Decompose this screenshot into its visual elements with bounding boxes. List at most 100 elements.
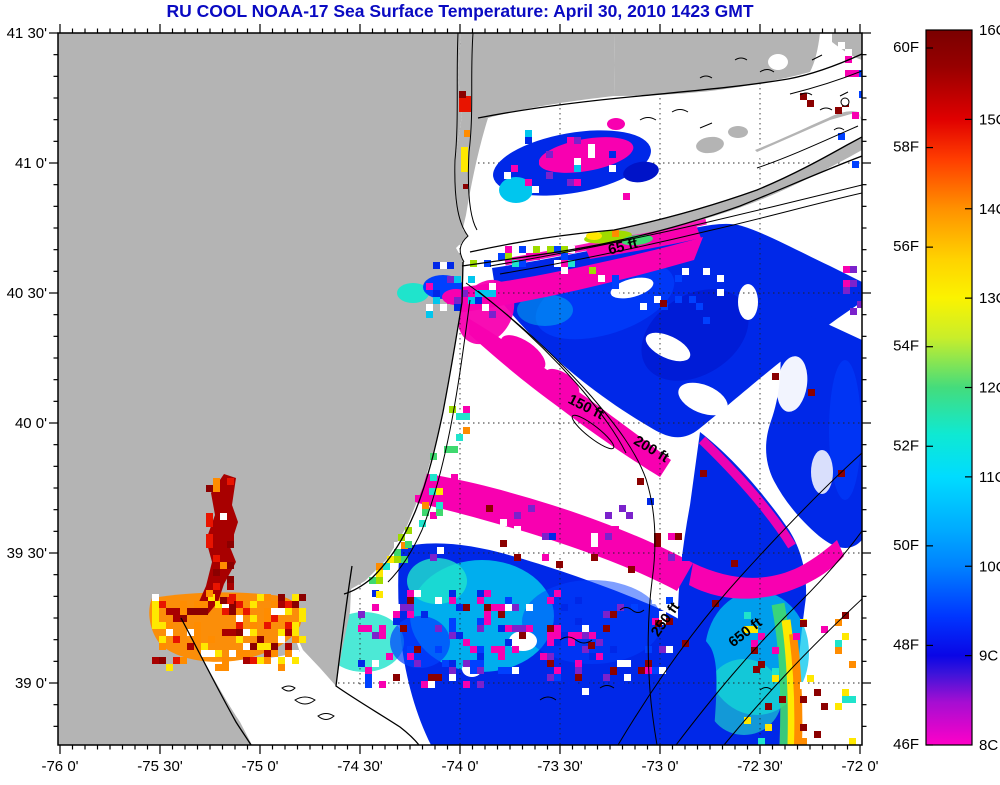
sst-pixel bbox=[236, 615, 243, 622]
sst-pixel bbox=[229, 608, 236, 615]
sst-pixel bbox=[859, 91, 862, 98]
sst-pixel bbox=[526, 625, 533, 632]
sst-pixel bbox=[758, 633, 765, 640]
sst-pixel bbox=[654, 296, 661, 303]
sst-pixel bbox=[654, 547, 661, 554]
sst-pixel bbox=[187, 608, 194, 615]
sst-pixel bbox=[435, 625, 442, 632]
sst-pixel bbox=[407, 611, 414, 618]
sst-pixel bbox=[588, 642, 595, 649]
coastline-capemay bbox=[335, 565, 420, 745]
sst-pixel bbox=[498, 625, 505, 632]
sst-pixel bbox=[236, 622, 243, 629]
sst-pixel bbox=[554, 590, 561, 597]
x-axis-tick-label: -74 0' bbox=[441, 758, 478, 775]
sst-pixel bbox=[575, 632, 582, 639]
sst-pixel bbox=[292, 594, 299, 601]
sst-pixel bbox=[454, 297, 461, 304]
sst-pixel bbox=[512, 625, 519, 632]
sst-pixel bbox=[435, 597, 442, 604]
sst-pixel bbox=[206, 513, 213, 520]
sst-pixel bbox=[505, 253, 512, 260]
sst-pixel bbox=[525, 179, 532, 186]
sst-pixel bbox=[449, 667, 456, 674]
sst-pixel bbox=[482, 290, 489, 297]
sst-pixel bbox=[596, 639, 603, 646]
sst-pixel bbox=[365, 681, 372, 688]
sst-pixel bbox=[376, 591, 383, 598]
sst-pixel bbox=[574, 137, 581, 144]
sst-pixel bbox=[850, 266, 857, 273]
sst-pixel bbox=[229, 650, 236, 657]
sst-pixel bbox=[194, 629, 201, 636]
sst-pixel bbox=[842, 612, 849, 619]
sst-pixel bbox=[835, 107, 842, 114]
sst-pixel bbox=[838, 470, 845, 477]
y-axis-tick-label: 40 0' bbox=[15, 415, 47, 432]
sst-pixel bbox=[430, 547, 437, 554]
sst-pixel bbox=[250, 657, 257, 664]
sst-pixel bbox=[758, 661, 765, 668]
coastline-nj bbox=[343, 261, 464, 595]
sst-pixel bbox=[561, 604, 568, 611]
sst-pixel bbox=[456, 604, 463, 611]
sst-pixel bbox=[547, 653, 554, 660]
contour-squiggle bbox=[559, 636, 593, 644]
sst-pixel bbox=[376, 563, 383, 570]
sst-pixel bbox=[582, 632, 589, 639]
sst-pixel bbox=[546, 172, 553, 179]
sst-pixel bbox=[243, 650, 250, 657]
sst-pixel bbox=[652, 667, 659, 674]
sst-pixel bbox=[505, 246, 512, 253]
sst-pixel bbox=[486, 505, 493, 512]
sst-pixel bbox=[654, 540, 661, 547]
sst-pixel bbox=[372, 604, 379, 611]
sst-pixel bbox=[379, 681, 386, 688]
sst-pixel bbox=[533, 246, 540, 253]
sst-pixel bbox=[285, 608, 292, 615]
sst-pixel bbox=[514, 526, 521, 533]
sst-pixel bbox=[449, 597, 456, 604]
sst-pixel bbox=[859, 70, 862, 77]
sst-pixel bbox=[430, 474, 437, 481]
sst-pixel bbox=[194, 601, 201, 608]
sst-pixel bbox=[285, 622, 292, 629]
contour-valley-1 bbox=[465, 282, 658, 745]
sst-pixel bbox=[447, 276, 454, 283]
sst-pixel bbox=[447, 297, 454, 304]
sst-pixel bbox=[605, 512, 612, 519]
sst-pixel bbox=[631, 604, 638, 611]
sst-pixel bbox=[159, 636, 166, 643]
axis-ticks bbox=[49, 24, 871, 754]
sst-pixel bbox=[477, 618, 484, 625]
contour-65ft-a bbox=[489, 184, 862, 267]
sst-pixel bbox=[435, 646, 442, 653]
sst-pixel bbox=[292, 622, 299, 629]
sst-pixel bbox=[696, 303, 703, 310]
colorbar-f-label: 56F bbox=[893, 238, 919, 255]
sst-pixel bbox=[461, 290, 468, 297]
sst-pixel bbox=[387, 556, 394, 563]
sst-pixel bbox=[407, 646, 414, 653]
sst-pixel bbox=[561, 253, 568, 260]
cold-band bbox=[452, 237, 703, 314]
bay-islet bbox=[281, 685, 296, 692]
sst-pixel bbox=[376, 570, 383, 577]
sst-pixel bbox=[542, 554, 549, 561]
colorbar-fahrenheit-labels: 60F 58F 56F 54F 52F 50F 48F 46F bbox=[893, 39, 919, 753]
sst-pixel bbox=[456, 632, 463, 639]
contour-valley-2 bbox=[477, 290, 627, 454]
sst-pixel bbox=[257, 594, 264, 601]
cold-band bbox=[374, 468, 693, 591]
sst-pixel bbox=[407, 604, 414, 611]
sst-pixel bbox=[436, 509, 443, 516]
sst-pixel bbox=[589, 246, 596, 253]
warm-front-green bbox=[771, 602, 794, 745]
sst-pixel bbox=[386, 653, 393, 660]
sst-pixel bbox=[482, 304, 489, 311]
y-axis-tick-label: 41 0' bbox=[15, 155, 47, 172]
sst-pixel bbox=[554, 632, 561, 639]
sst-pixel bbox=[610, 611, 617, 618]
sst-pixel bbox=[437, 547, 444, 554]
sst-pixel bbox=[206, 541, 213, 548]
